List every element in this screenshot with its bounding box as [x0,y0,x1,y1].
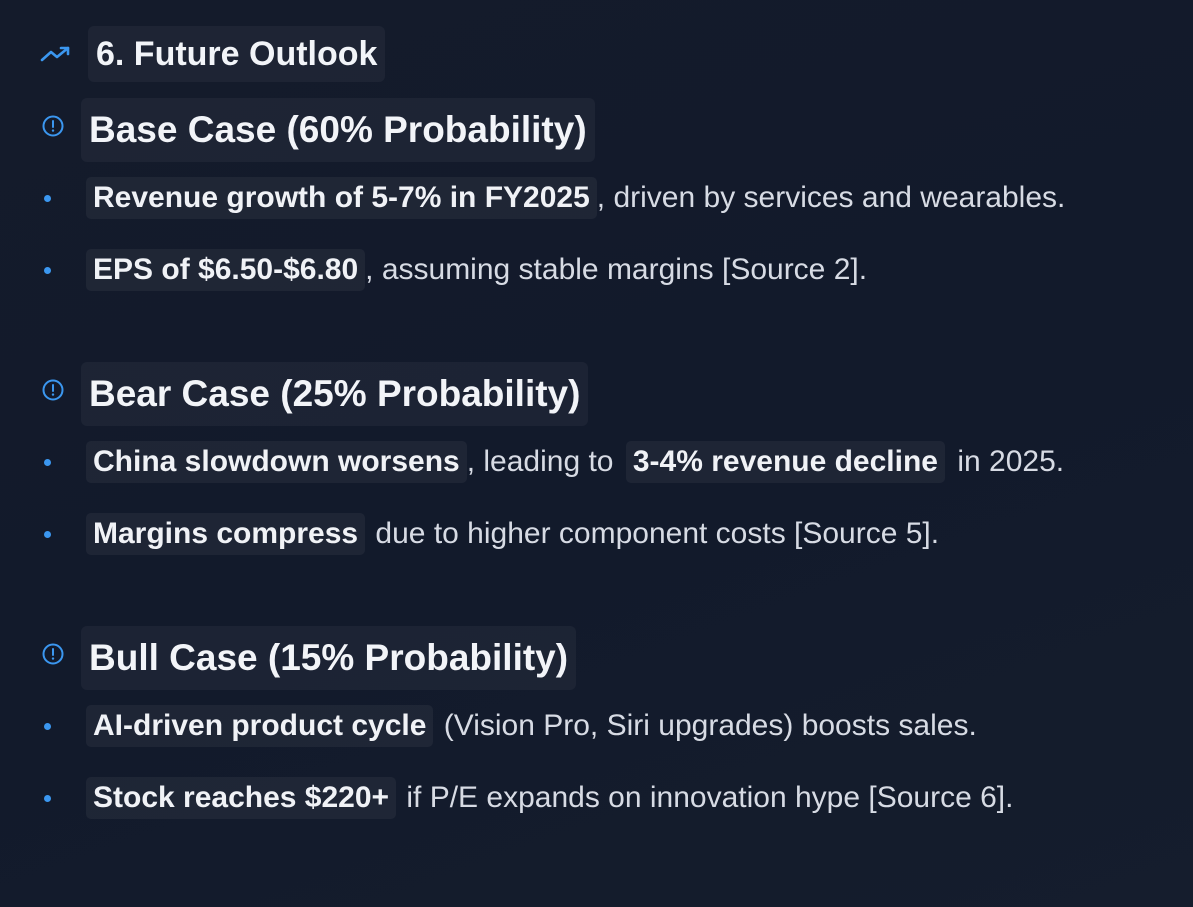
bold-phrase: AI-driven product cycle [86,705,434,747]
case-title: Base Case (60% Probability) [81,98,595,162]
bullet-dot [44,530,51,538]
case-title: Bull Case (15% Probability) [81,626,577,690]
list-item: Revenue growth of 5-7% in FY2025, driven… [40,162,1160,234]
list-item: China slowdown worsens, leading to 3-4% … [40,426,1160,498]
bullet-list: Revenue growth of 5-7% in FY2025, driven… [40,162,1160,306]
bullet-list: China slowdown worsens, leading to 3-4% … [40,426,1160,570]
bullet-text: due to higher component costs [Source 5]… [367,517,940,550]
case-bear: Bear Case (25% Probability) China slowdo… [40,362,1160,570]
bullet-text: , leading to [466,445,622,478]
case-heading: Base Case (60% Probability) [40,98,1160,162]
bold-phrase: Revenue growth of 5-7% in FY2025 [86,177,597,219]
list-item: Stock reaches $220+ if P/E expands on in… [40,762,1160,834]
bullet-dot [44,794,51,802]
bold-phrase: EPS of $6.50-$6.80 [86,249,366,291]
bullet-dot [44,194,51,202]
case-heading: Bear Case (25% Probability) [40,362,1160,426]
alert-circle-icon [40,377,66,403]
list-item: AI-driven product cycle (Vision Pro, Sir… [40,690,1160,762]
bullet-list: AI-driven product cycle (Vision Pro, Sir… [40,690,1160,834]
bold-phrase: China slowdown worsens [86,441,467,483]
document: 6. Future Outlook Base Case (60% Probabi… [40,26,1160,834]
case-bull: Bull Case (15% Probability) AI-driven pr… [40,626,1160,834]
alert-circle-icon [40,641,66,667]
bullet-text: , driven by services and wearables. [596,181,1066,214]
trending-up-icon [40,44,74,64]
alert-circle-icon [40,113,66,139]
case-heading: Bull Case (15% Probability) [40,626,1160,690]
case-base: Base Case (60% Probability) Revenue grow… [40,98,1160,306]
case-title: Bear Case (25% Probability) [81,362,589,426]
bullet-dot [44,458,51,466]
bullet-text: (Vision Pro, Siri upgrades) boosts sales… [435,709,977,742]
bullet-text: , assuming stable margins [Source 2]. [365,253,868,286]
section-heading: 6. Future Outlook [40,26,1160,82]
bullet-text: in 2025. [949,445,1065,478]
bold-phrase: 3-4% revenue decline [625,441,945,483]
bullet-text: if P/E expands on innovation hype [Sourc… [398,781,1014,814]
bold-phrase: Stock reaches $220+ [86,777,397,819]
list-item: EPS of $6.50-$6.80, assuming stable marg… [40,234,1160,306]
bullet-dot [44,266,51,274]
list-item: Margins compress due to higher component… [40,498,1160,570]
section-title: 6. Future Outlook [88,26,386,82]
bold-phrase: Margins compress [86,513,366,555]
bullet-dot [44,722,51,730]
